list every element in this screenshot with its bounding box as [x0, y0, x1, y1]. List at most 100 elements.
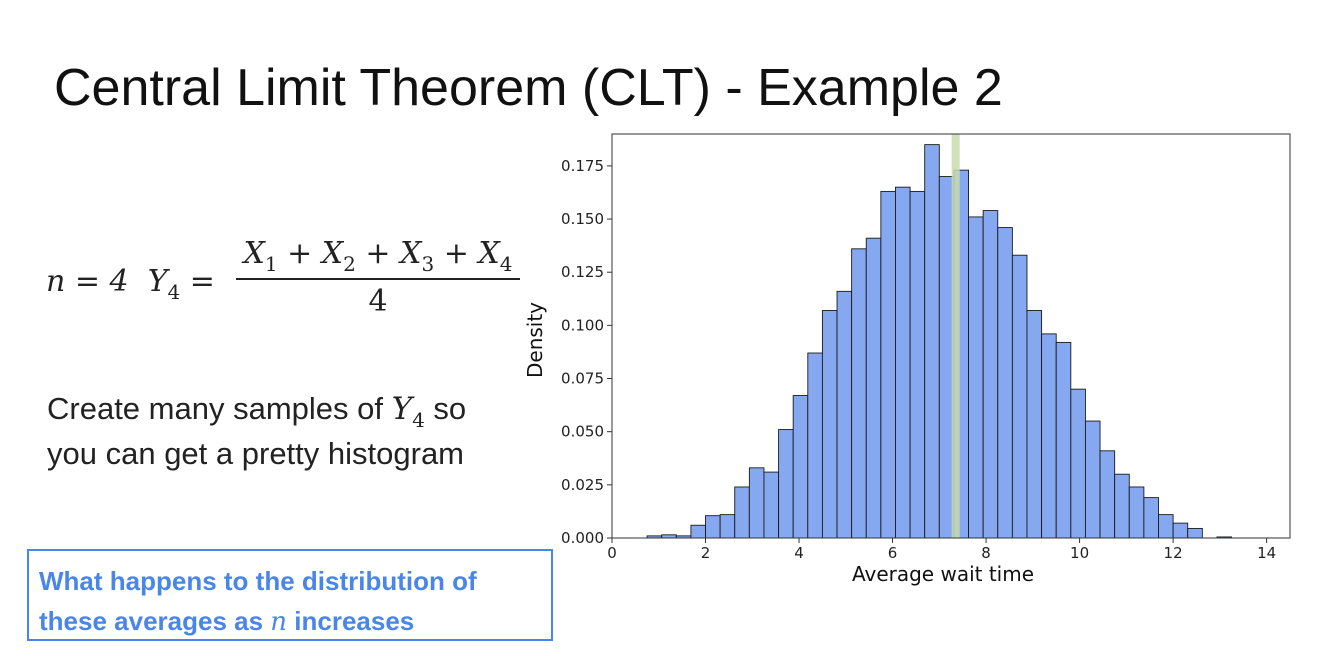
- callout-line2-prefix: these averages as: [39, 606, 271, 636]
- histogram-bar: [968, 216, 984, 539]
- histogram-bar: [880, 190, 896, 539]
- x-tick-label: 14: [1257, 544, 1276, 562]
- x-axis-ticks: 0 2 4 6 8 10 12 14: [607, 538, 1276, 562]
- y-axis-ticks: 0.000 0.025 0.050 0.075 0.100 0.125 0.150 0.175: [561, 157, 612, 547]
- fraction-bar: [236, 278, 520, 280]
- x-tick: 8: [981, 538, 991, 562]
- x-tick-label: 10: [1070, 544, 1089, 562]
- histogram-bar: [836, 290, 853, 539]
- x-tick: 4: [794, 538, 804, 562]
- body-text: Create many samples of Y4 so you can get…: [47, 388, 517, 474]
- histogram-bar: [705, 515, 721, 539]
- histogram-bar: [1055, 341, 1072, 539]
- histogram-bar: [895, 186, 911, 539]
- body-var-letter: Y: [391, 391, 413, 427]
- body-var: Y4: [391, 391, 425, 432]
- plot-frame: [611, 133, 1291, 539]
- histogram-bar: [1084, 420, 1101, 539]
- histogram-bar: [1026, 310, 1043, 539]
- histogram-bar: [1099, 450, 1116, 539]
- y-tick: 0.000: [561, 529, 612, 547]
- callout-line2-suffix: increases: [287, 606, 415, 636]
- y-tick-label: 0.000: [561, 529, 604, 547]
- histogram-bar: [1011, 254, 1028, 539]
- histogram-bar: [1143, 497, 1159, 539]
- x-tick-label: 0: [607, 544, 617, 562]
- histogram-bar: [909, 190, 926, 539]
- num-x3: + X: [355, 236, 422, 271]
- y-tick-label: 0.100: [561, 316, 604, 334]
- x-tick: 6: [888, 538, 898, 562]
- num-x1: X: [243, 236, 265, 271]
- formula-denominator: 4: [368, 284, 388, 319]
- num-x4: + X: [434, 236, 500, 271]
- num-sub3: 3: [421, 252, 435, 276]
- formula-n: n = 4: [46, 264, 129, 299]
- body-line1-suffix: so: [424, 391, 467, 426]
- histogram-bar: [982, 210, 999, 539]
- body-line1-prefix: Create many samples of: [47, 391, 392, 426]
- formula-equals: =: [180, 264, 215, 299]
- histogram-bar: [1070, 388, 1086, 539]
- histogram-bar: [1041, 333, 1057, 539]
- mean-line: [951, 134, 960, 538]
- histogram-bar: [778, 429, 794, 539]
- histogram-bar: [865, 237, 882, 539]
- y-tick-label: 0.075: [561, 370, 604, 388]
- formula-lhs: n = 4 Y4 =: [46, 264, 215, 304]
- histogram-bars: [646, 144, 1233, 539]
- x-tick-label: 4: [794, 544, 804, 562]
- formula-numerator: X1 + X2 + X3 + X4: [236, 232, 520, 276]
- x-tick: 10: [1070, 538, 1089, 562]
- formula-y-var: Y: [147, 264, 168, 299]
- body-var-sub: 4: [412, 408, 425, 432]
- y-tick: 0.125: [561, 263, 612, 281]
- histogram-bar: [997, 227, 1013, 539]
- y-tick-label: 0.050: [561, 423, 604, 441]
- histogram-bar: [851, 248, 867, 539]
- callout-var: n: [270, 607, 288, 637]
- x-tick: 2: [701, 538, 711, 562]
- histogram-chart: 0 2 4 6 8 10 12 14 0.000 0.025 0.050 0.075 0.100 0.1…: [523, 133, 1291, 586]
- num-x2: + X: [277, 236, 344, 271]
- formula-fraction: X1 + X2 + X3 + X4 4: [236, 232, 520, 320]
- x-axis-label: Average wait time: [852, 562, 1034, 586]
- histogram-bar: [807, 352, 823, 539]
- histogram-bar: [763, 471, 780, 539]
- histogram-bar: [1128, 486, 1145, 539]
- y-tick: 0.100: [561, 316, 612, 334]
- y-tick: 0.025: [561, 476, 612, 494]
- histogram-bar: [821, 310, 838, 539]
- y-tick-label: 0.175: [561, 157, 604, 175]
- y-tick-label: 0.125: [561, 263, 604, 281]
- y-axis-label: Density: [523, 302, 547, 378]
- x-tick-label: 8: [981, 544, 991, 562]
- x-tick: 14: [1257, 538, 1276, 562]
- histogram-bar: [792, 395, 809, 539]
- num-sub4: 4: [499, 252, 513, 276]
- histogram-bar: [734, 486, 750, 539]
- x-tick-label: 6: [888, 544, 898, 562]
- y-tick-label: 0.150: [561, 210, 604, 228]
- x-tick: 12: [1164, 538, 1183, 562]
- histogram-bar: [1114, 473, 1130, 539]
- num-sub1: 1: [264, 252, 278, 276]
- y-tick: 0.175: [561, 157, 612, 175]
- histogram-bar: [924, 144, 940, 539]
- histogram-bar: [1172, 522, 1189, 539]
- histogram-bar: [1187, 527, 1203, 539]
- body-line2: you can get a pretty histogram: [47, 436, 465, 471]
- histogram-bar: [1158, 514, 1174, 539]
- slide-title: Central Limit Theorem (CLT) - Example 2: [54, 59, 1003, 117]
- callout-line1: What happens to the distribution of: [39, 566, 477, 596]
- x-tick-label: 12: [1164, 544, 1183, 562]
- y-tick-label: 0.025: [561, 476, 604, 494]
- formula-y-sub: 4: [167, 280, 181, 304]
- y-tick: 0.150: [561, 210, 612, 228]
- y-tick: 0.075: [561, 370, 612, 388]
- histogram-bar: [719, 514, 736, 539]
- histogram-bar: [690, 524, 706, 539]
- x-tick: 0: [607, 538, 617, 562]
- histogram-bar: [748, 467, 765, 539]
- x-tick-label: 2: [701, 544, 711, 562]
